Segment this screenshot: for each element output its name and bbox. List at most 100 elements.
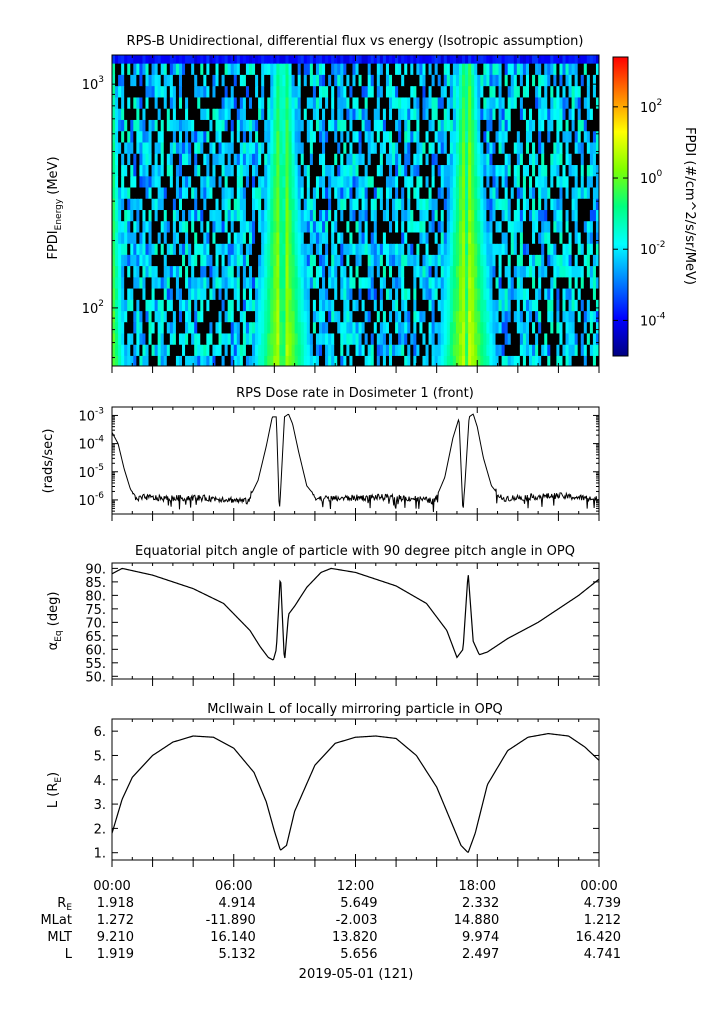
spectrogram-cell [465,198,469,211]
spectrogram-cell [127,141,131,154]
spectrogram-cell [312,344,317,356]
spectrogram-cell [455,63,460,75]
spectrogram-cell [343,287,347,300]
spectrogram-cell [462,209,466,222]
spectrogram-cell [413,108,417,120]
spectrogram-cell [270,198,274,211]
spectrogram-cell [592,254,597,267]
spectrogram-cell [139,209,144,222]
spectrogram-cell [245,265,250,278]
spectrogram-cell [556,130,561,143]
spectrogram-cell [547,119,551,132]
spectrogram-cell [373,265,378,278]
spectrogram-cell [489,209,494,222]
spectrogram-cell [568,287,573,300]
spectrogram-cell [580,141,585,154]
spectrogram-cell [398,321,402,334]
spectrogram-cell [538,254,542,267]
mcilwain-l-title: McIlwain L of locally mirroring particle… [207,702,503,717]
spectrogram-cell [471,299,475,312]
spectrogram-cell [325,310,329,323]
spectrogram-cell [294,153,299,166]
spectrogram-cell [151,355,156,366]
spectrogram-cell [355,130,360,143]
spectrogram-cell [209,85,214,98]
spectrogram-cell [364,198,369,211]
spectrogram-cell [358,119,363,132]
spectrogram-cell [550,141,554,154]
spectrogram-cell [300,355,305,366]
spectrogram-cell [440,175,445,188]
spectrogram-cell [425,186,430,199]
spectrogram-cell [516,332,521,345]
spectrogram-cell [172,198,177,211]
spectrogram-cell [355,276,360,289]
spectrogram-cell [261,299,265,312]
spectrogram-cell [586,344,591,356]
spectrogram-cell [185,321,189,334]
spectrogram-cell [209,198,214,211]
spectrogram-cell [504,209,509,222]
spectrogram-cell [200,332,204,345]
spectrogram-cell [175,186,180,199]
spectrogram-cell [574,55,579,64]
spectrogram-cell [443,85,448,98]
spectrogram-cell [346,355,351,366]
spectrogram-cell [334,164,338,177]
spectrogram-cell [215,287,220,300]
spectrogram-cell [364,85,369,98]
spectrogram-cells [112,55,599,366]
spectrogram-cell [392,63,396,75]
spectrogram-cell [349,299,354,312]
spectrogram-cell [172,164,177,177]
spectrogram-cell [185,130,189,143]
spectrogram-cell [160,299,165,312]
spectrogram-cell [191,209,195,222]
spectrogram-cell [178,130,183,143]
spectrogram-cell [312,74,317,87]
spectrogram-cell [127,198,131,211]
spectrogram-cell [413,332,417,345]
spectrogram-cell [191,355,195,366]
spectrogram-cell [510,243,515,255]
spectrogram-cell [197,209,201,222]
spectrogram-cell [337,96,341,109]
spectrogram-cell [446,254,451,267]
spectrogram-cell [145,63,150,75]
spectrogram-cell [586,198,591,211]
spectrogram-cell [197,355,201,366]
spectrogram-cell [513,321,518,334]
spectrogram-cell [312,130,317,143]
spectrogram-cell [544,344,548,356]
spectrogram-cell [182,299,186,312]
spectrogram-cell [340,85,344,98]
spectrogram-cell [157,231,162,244]
spectrogram-cell [230,164,235,177]
spectrogram-cell [252,276,256,289]
spectrogram-cell [522,355,527,366]
spectrogram-cell [315,198,320,211]
spectrogram-cell [121,96,125,109]
spectrogram-cell [556,164,561,177]
spectrogram-cell [242,355,247,366]
spectrogram-cell [419,332,424,345]
spectrogram-cell [206,220,210,233]
spectrogram-cell [379,130,384,143]
spectrogram-cell [197,243,201,255]
spectrogram-cell [151,310,156,323]
spectrogram-cell [550,355,554,366]
spectrogram-cell [239,321,244,334]
spectrogram-cell [236,220,241,233]
spectrogram-cell [449,209,454,222]
spectrogram-cell [568,299,573,312]
spectrogram-cell [130,321,134,334]
spectrogram-cell [385,332,390,345]
spectrogram-cell [136,231,140,244]
spectrogram-cell [252,355,256,366]
spectrogram-cell [185,63,189,75]
spectrogram-cell [379,186,384,199]
spectrogram-cell [209,220,214,233]
spectrogram-cell [541,85,545,98]
spectrogram-cell [401,198,405,211]
spectrogram-cell [471,141,475,154]
